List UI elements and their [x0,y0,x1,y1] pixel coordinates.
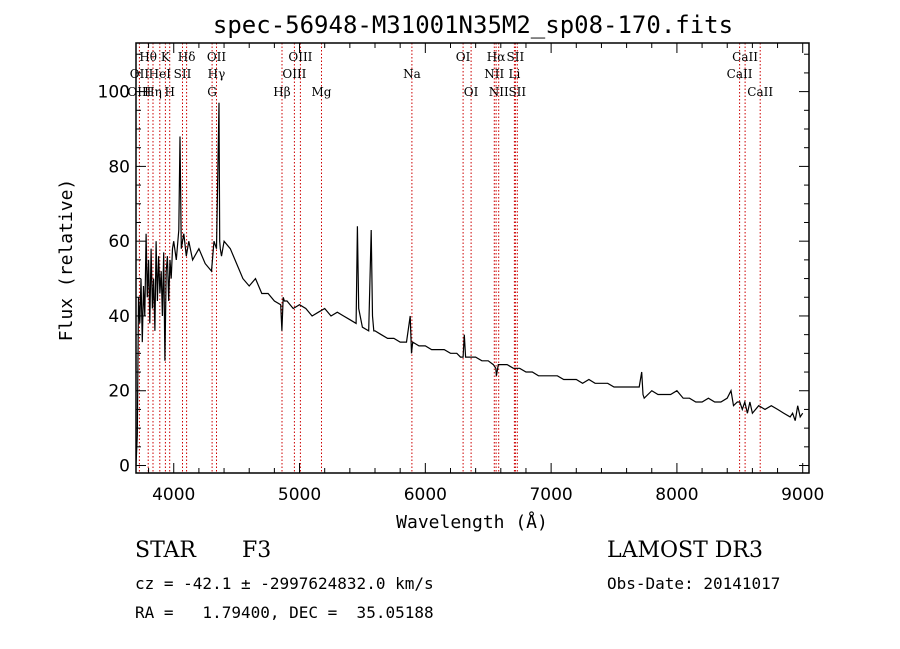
spectral-line-label: OI [464,85,479,99]
spectral-line-label: OII [130,67,150,81]
y-tick-label: 80 [108,157,130,177]
spectrum-line [135,102,804,466]
x-tick-label: 8000 [655,485,698,505]
y-tick-label: 0 [119,457,130,477]
x-tick-label: 4000 [152,485,195,505]
spectral-line-label: Hα [487,50,506,64]
obs-date: Obs-Date: 20141017 [607,574,781,593]
y-tick-label: 100 [98,83,130,103]
spectral-line-label: Na [403,67,421,81]
survey-name: LAMOST DR3 [607,538,763,563]
redshift-line: cz = -42.1 ± -2997624832.0 km/s [135,574,434,593]
y-tick-label: 20 [108,382,130,402]
spectral-line-label: OIII [282,67,306,81]
spectral-line-label: Hγ [208,67,226,81]
spectral-line-label: Li [508,67,520,81]
x-tick-label: 6000 [404,485,447,505]
y-axis-label: Flux (relative) [56,179,77,342]
spectral-line-label: G [207,85,217,99]
y-tick-label: 40 [108,307,130,327]
spectral-line-label: Hθ [139,50,157,64]
spectral-line-label: Hβ [273,85,290,99]
plot-frame [135,42,810,474]
spectral-line-label: OI [456,50,471,64]
axis-ticks: 4000 5000 6000 7000 8000 9000 0 20 40 60 80 100 [98,43,824,505]
y-tick-label: 60 [108,232,130,252]
spectral-line-label: Mg [312,85,332,99]
spectral-line-label: SII [174,67,192,81]
spectral-line-label: NII [489,85,509,99]
spectral-line-label: CaII [732,50,758,64]
x-axis-label: Wavelength (Å) [396,511,548,533]
object-class: STAR [135,538,196,563]
spectral-line-label: CaII [727,67,753,81]
spectral-line-label: OIII [288,50,312,64]
spectral-line-label: SII [507,50,525,64]
spectral-line-label: H [164,85,174,99]
spectral-line-label: SII [508,85,526,99]
x-tick-label: 5000 [278,485,321,505]
chart-title: spec-56948-M31001N35M2_sp08-170.fits [213,11,733,39]
spectral-line-label: Hη [144,85,162,99]
object-subclass: F3 [242,538,272,563]
spectral-line-label: CaII [747,85,773,99]
spectral-line-label: OII [207,50,227,64]
x-tick-label: 9000 [781,485,824,505]
spectral-line-label: NII [484,67,504,81]
spectral-line-label: K [161,50,171,64]
spectral-line-label: HeI [149,67,172,81]
x-tick-label: 7000 [529,485,572,505]
line-marker-layer [138,43,761,473]
spectral-line-label: Hδ [178,50,196,64]
coordinates: RA = 1.79400, DEC = 35.05188 [135,603,434,622]
